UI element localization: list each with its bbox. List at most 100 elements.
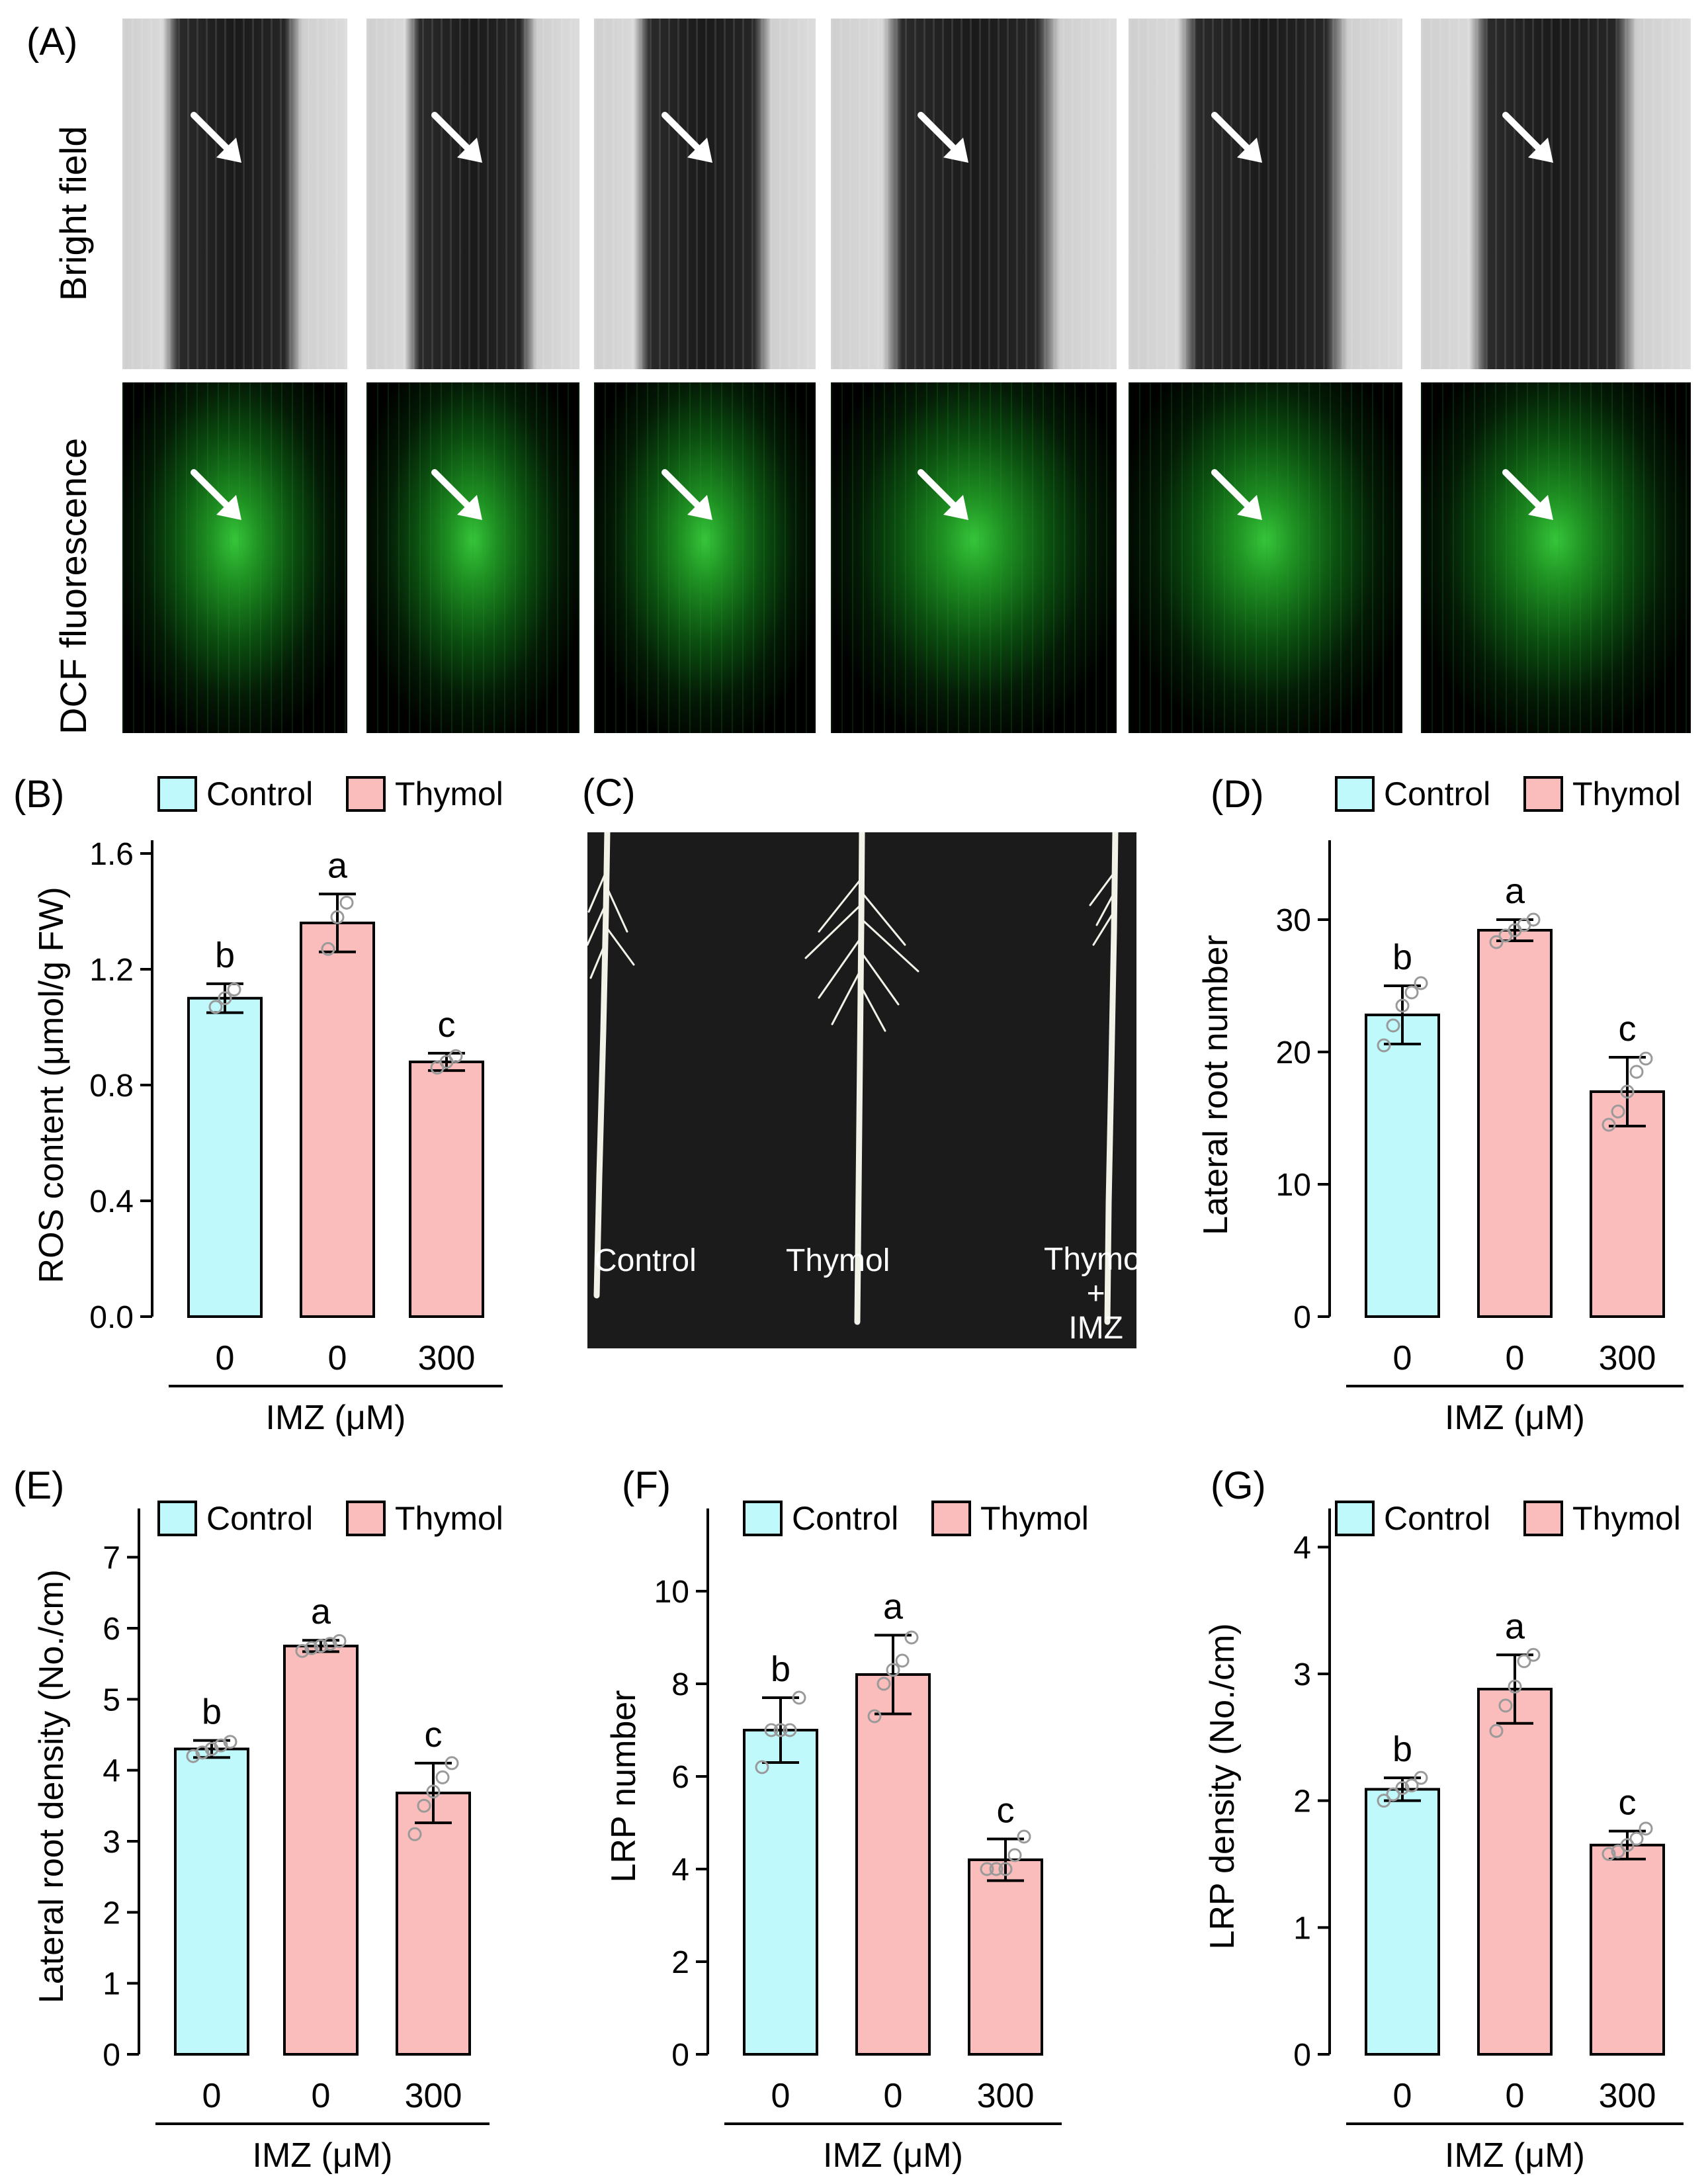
data-point <box>1404 1778 1419 1793</box>
legend-swatch-control <box>1335 776 1375 812</box>
legend-label-control: Control <box>792 1500 898 1537</box>
bar-thymol <box>1477 929 1553 1318</box>
bar-thymol <box>300 922 375 1318</box>
bar-control <box>187 996 263 1318</box>
data-point <box>895 1653 910 1668</box>
x-axis-label: IMZ (μM) <box>266 1399 406 1437</box>
y-tick-label: 6 <box>103 1612 120 1647</box>
dcf-fluorescence-image-3 <box>594 382 816 733</box>
data-point <box>227 982 241 997</box>
legend-label-thymol: Thymol <box>980 1500 1089 1537</box>
legend-swatch-control <box>157 776 197 812</box>
legend-label-control: Control <box>1384 1500 1490 1537</box>
data-point <box>1017 1829 1031 1844</box>
bright-field-image-5 <box>1129 19 1402 369</box>
y-tick-label: 0.0 <box>89 1300 134 1335</box>
arrow-icon <box>1502 112 1553 163</box>
data-point <box>407 1827 422 1841</box>
data-point <box>904 1630 919 1645</box>
data-point <box>886 1663 900 1677</box>
significance-letter: c <box>425 1715 443 1755</box>
bar-control <box>174 1747 249 2056</box>
y-axis-label: LRP number <box>605 1690 643 1883</box>
data-point <box>1386 1787 1400 1802</box>
root-photo: Control Thymol Thymol + IMZ <box>587 832 1136 1348</box>
y-tick-label: 30 <box>1276 903 1311 938</box>
data-point <box>1601 1847 1616 1861</box>
data-point <box>332 1634 347 1648</box>
data-point <box>218 991 232 1006</box>
legend-swatch-control <box>1335 1501 1375 1536</box>
panel-label: (D) <box>1211 773 1264 816</box>
bar-thymol <box>396 1792 471 2056</box>
arrow-icon <box>662 112 712 163</box>
data-point <box>755 1760 769 1774</box>
data-point <box>1629 1065 1644 1079</box>
legend-label-control: Control <box>1384 775 1490 812</box>
panel-label: (F) <box>622 1464 671 1507</box>
data-point <box>1414 1770 1428 1785</box>
data-point <box>1639 1051 1653 1066</box>
significance-letter: c <box>997 1791 1015 1831</box>
bright-field-image-3 <box>594 19 816 369</box>
y-tick-label: 1.6 <box>89 837 134 872</box>
legend-label-thymol: Thymol <box>1572 1500 1681 1537</box>
data-point <box>1508 1679 1522 1694</box>
significance-letter: a <box>1505 871 1525 911</box>
significance-letter: b <box>771 1649 790 1689</box>
significance-letter: b <box>202 1692 222 1732</box>
bar-control <box>1365 1014 1440 1318</box>
data-point <box>1386 1018 1400 1033</box>
y-axis-label: ROS content (μmol/g FW) <box>32 887 71 1283</box>
panel-c-label: (C) <box>582 771 636 814</box>
dcf-fluorescence-image-6 <box>1421 382 1691 733</box>
x-tick-label: 0 <box>1393 2077 1412 2115</box>
data-point <box>1629 1831 1644 1846</box>
arrow-icon <box>431 112 482 163</box>
data-point <box>186 1749 200 1763</box>
y-tick-label: 3 <box>103 1825 120 1860</box>
x-tick-label: 0 <box>328 1339 347 1377</box>
x-tick-label: 0 <box>216 1339 235 1377</box>
dcf-fluorescence-image-2 <box>366 382 579 733</box>
data-point <box>445 1756 459 1770</box>
bar-thymol <box>968 1858 1043 2056</box>
legend-swatch-thymol <box>346 776 386 812</box>
arrow-icon <box>191 112 241 163</box>
data-point <box>295 1643 310 1658</box>
data-point <box>321 941 335 956</box>
y-tick-label: 2 <box>1293 1784 1311 1819</box>
y-tick-label: 10 <box>1276 1168 1311 1203</box>
y-tick-label: 7 <box>103 1541 120 1576</box>
significance-letter: c <box>1619 1783 1637 1823</box>
significance-letter: b <box>1392 1729 1412 1769</box>
data-point <box>323 1637 337 1651</box>
y-tick-label: 0 <box>1293 1300 1311 1335</box>
arrow-icon <box>191 469 241 520</box>
panel-label: (E) <box>13 1464 64 1507</box>
y-tick-label: 4 <box>671 1853 689 1888</box>
legend-swatch-control <box>743 1501 783 1536</box>
y-tick-label: 5 <box>103 1682 120 1718</box>
data-point <box>195 1745 210 1760</box>
data-point <box>1489 1724 1504 1738</box>
data-point <box>1498 1698 1513 1713</box>
data-point <box>208 1000 223 1014</box>
bright-field-image-2 <box>366 19 579 369</box>
arrow-icon <box>1211 112 1262 163</box>
x-tick-label: 0 <box>202 2077 222 2115</box>
y-tick-label: 0.4 <box>89 1184 134 1219</box>
photo-label-thymol: Thymol <box>786 1243 890 1278</box>
significance-letter: b <box>1392 938 1412 977</box>
data-point <box>314 1639 328 1653</box>
legend-label-thymol: Thymol <box>395 775 503 812</box>
arrow-icon <box>1211 469 1262 520</box>
data-point <box>304 1641 319 1655</box>
y-tick-label: 0 <box>1293 2038 1311 2073</box>
data-point <box>330 910 345 924</box>
arrow-icon <box>431 469 482 520</box>
panel-label: (B) <box>13 773 64 816</box>
y-tick-label: 3 <box>1293 1657 1311 1692</box>
thymol-imz-root <box>1104 832 1119 1325</box>
